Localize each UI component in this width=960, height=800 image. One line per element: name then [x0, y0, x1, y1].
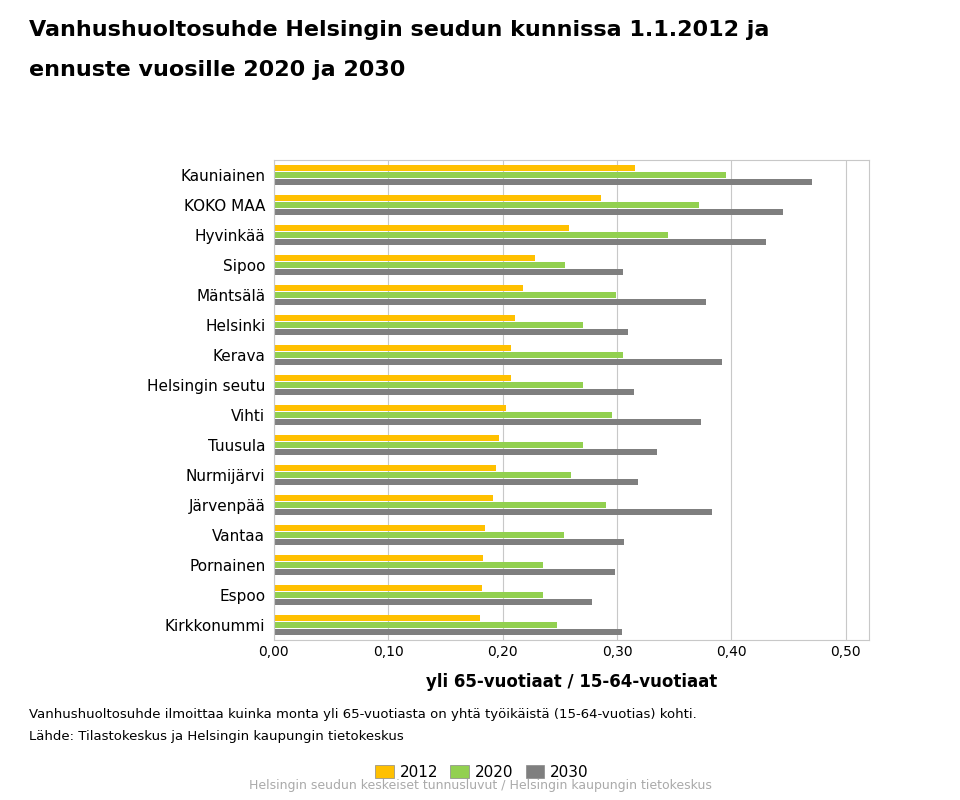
Bar [274, 352, 623, 358]
Bar [274, 569, 614, 575]
Bar [274, 194, 601, 202]
Bar [274, 322, 583, 328]
Bar [274, 614, 480, 622]
Bar [274, 622, 558, 628]
Bar [274, 538, 624, 546]
Bar [274, 472, 571, 478]
Bar [274, 285, 523, 291]
Bar [274, 292, 616, 298]
Bar [274, 232, 668, 238]
Bar [274, 254, 535, 262]
Bar [274, 262, 565, 268]
Text: Vanhushuoltosuhde Helsingin seudun kunnissa 1.1.2012 ja: Vanhushuoltosuhde Helsingin seudun kunni… [29, 20, 769, 40]
Bar [274, 562, 542, 568]
Bar [274, 202, 700, 208]
Bar [274, 172, 726, 178]
Bar [274, 345, 511, 351]
Bar [274, 502, 606, 508]
Bar [274, 389, 635, 395]
Text: Vanhushuoltosuhde ilmoittaa kuinka monta yli 65-vuotiasta on yhtä työikäistä (15: Vanhushuoltosuhde ilmoittaa kuinka monta… [29, 708, 697, 721]
Bar [274, 225, 569, 231]
Bar [274, 165, 636, 171]
Bar [274, 592, 542, 598]
Bar [274, 509, 712, 515]
Bar [274, 298, 707, 306]
Text: Helsingin seudun keskeiset tunnusluvut / Helsingin kaupungin tietokeskus: Helsingin seudun keskeiset tunnusluvut /… [249, 779, 711, 792]
Bar [274, 238, 766, 246]
Bar [274, 449, 657, 455]
Bar [274, 554, 483, 562]
Text: Lähde: Tilastokeskus ja Helsingin kaupungin tietokeskus: Lähde: Tilastokeskus ja Helsingin kaupun… [29, 730, 403, 742]
Bar [274, 465, 495, 471]
Bar [274, 598, 591, 606]
Legend: 2012, 2020, 2030: 2012, 2020, 2030 [369, 758, 595, 786]
Bar [274, 525, 486, 531]
Bar [274, 382, 583, 388]
Bar [274, 418, 701, 426]
Text: ennuste vuosille 2020 ja 2030: ennuste vuosille 2020 ja 2030 [29, 60, 405, 80]
Bar [274, 178, 811, 186]
Bar [274, 478, 637, 486]
Bar [274, 269, 623, 275]
Bar [274, 358, 722, 366]
Bar [274, 442, 583, 448]
Bar [274, 494, 493, 502]
Bar [274, 434, 499, 442]
Bar [274, 412, 612, 418]
Bar [274, 532, 564, 538]
Bar [274, 585, 482, 591]
X-axis label: yli 65-vuotiaat / 15-64-vuotiaat: yli 65-vuotiaat / 15-64-vuotiaat [425, 673, 717, 690]
Bar [274, 209, 783, 215]
Bar [274, 374, 511, 382]
Bar [274, 405, 506, 411]
Bar [274, 329, 629, 335]
Bar [274, 629, 621, 635]
Bar [274, 314, 516, 322]
